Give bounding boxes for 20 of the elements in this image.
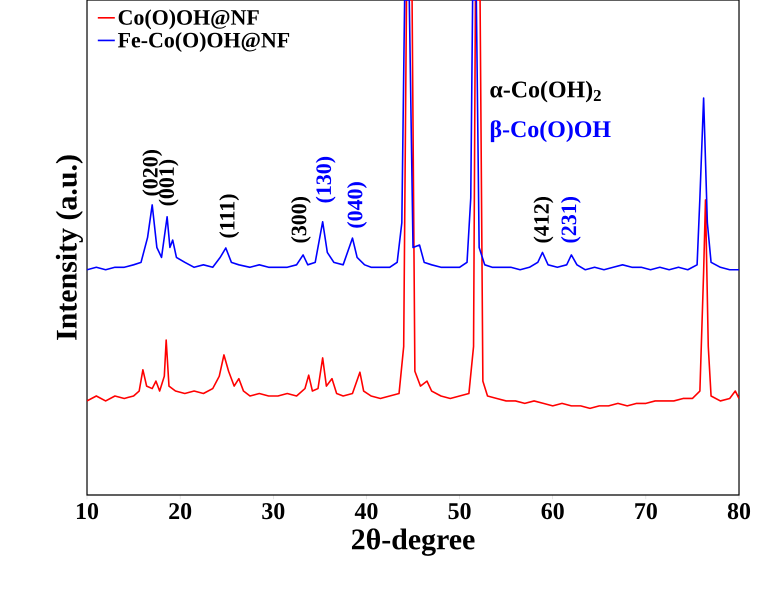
x-tick-label: 20 — [169, 503, 192, 520]
annotation: (300) — [290, 196, 311, 243]
annotation: (231) — [560, 196, 581, 243]
y-axis-title: Intensity (a.u.) — [56, 155, 83, 340]
annotation: (040) — [347, 182, 367, 228]
x-tick-label: 60 — [542, 503, 564, 520]
x-tick-label: 30 — [262, 503, 284, 520]
x-tick-label: 50 — [448, 503, 471, 520]
x-tick-label: 80 — [728, 503, 750, 520]
x-tick-label: 40 — [354, 503, 378, 520]
annotation: (130) — [316, 156, 336, 202]
annotation: α-Co(OH)$_{2}$ — [490, 80, 601, 102]
legend-label: Co(O)OH@NF — [118, 9, 259, 30]
annotation: (111) — [219, 194, 240, 238]
legend-label: Fe-Co(O)OH@NF — [118, 32, 290, 52]
annotation: β-Co(O)OH — [490, 120, 611, 142]
x-tick-label: 10 — [76, 503, 98, 520]
x-tick-label: 70 — [635, 503, 657, 520]
annotation: (412) — [533, 196, 554, 243]
x-axis-title: 2θ-degree — [352, 528, 475, 556]
